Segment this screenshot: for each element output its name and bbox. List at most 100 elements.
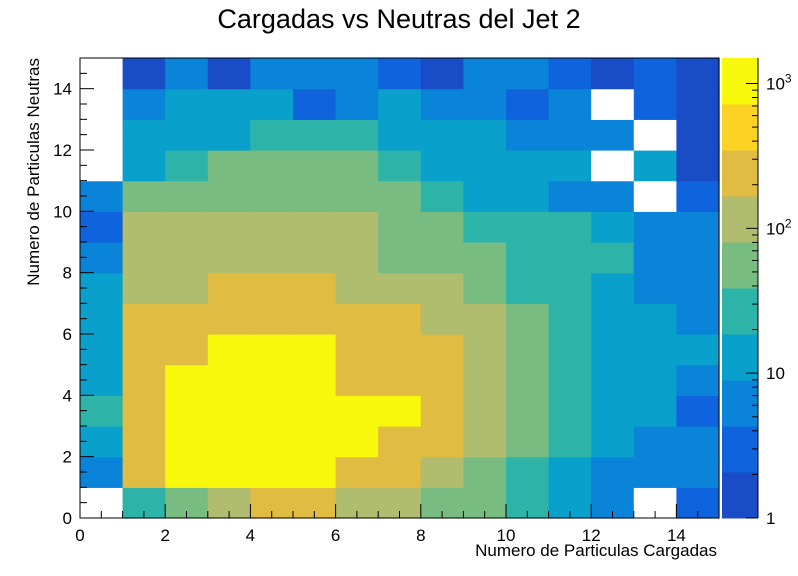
heatmap-cell [633, 426, 677, 458]
heatmap-cell [250, 119, 294, 151]
heatmap-cell [335, 426, 379, 458]
y-tick-label: 4 [63, 386, 72, 405]
heatmap-cell [676, 119, 720, 151]
heatmap-cell [633, 364, 677, 396]
heatmap-cell [676, 456, 720, 488]
heatmap-cell [676, 58, 720, 90]
heatmap-cell [548, 180, 592, 212]
heatmap-cell [633, 211, 677, 243]
heatmap-cell [591, 456, 635, 488]
heatmap-cell [335, 303, 379, 335]
heatmap-cell [80, 334, 124, 366]
heatmap-cell [463, 334, 507, 366]
heatmap-cell [676, 211, 720, 243]
heatmap-cell [420, 88, 464, 120]
heatmap-cell [165, 426, 209, 458]
heatmap-cell [591, 364, 635, 396]
heatmap-cell [293, 334, 337, 366]
heatmap-cell [335, 456, 379, 488]
heatmap-cell [250, 456, 294, 488]
heatmap-cell [335, 58, 379, 90]
heatmap-cell [207, 364, 251, 396]
x-tick-label: 10 [497, 526, 516, 545]
heatmap-cell [506, 180, 550, 212]
heatmap-cell [335, 180, 379, 212]
heatmap-cell [463, 242, 507, 274]
heatmap-cell [207, 395, 251, 427]
heatmap-cell [463, 303, 507, 335]
heatmap-cell [165, 364, 209, 396]
heatmap-cell [207, 180, 251, 212]
heatmap-cell [207, 456, 251, 488]
heatmap-cell [420, 150, 464, 182]
heatmap-cell [591, 395, 635, 427]
heatmap-cell [676, 395, 720, 427]
heatmap-cell [506, 272, 550, 304]
heatmap-cell [335, 272, 379, 304]
heatmap-cell [633, 150, 677, 182]
heatmap-cells [80, 58, 720, 519]
heatmap-cell [122, 88, 166, 120]
heatmap-cell [250, 242, 294, 274]
heatmap-cell [165, 58, 209, 90]
colorbar-tick-label: 103 [766, 72, 792, 94]
heatmap-cell [165, 150, 209, 182]
heatmap-cell [633, 303, 677, 335]
heatmap-cell [548, 119, 592, 151]
heatmap-cell [676, 303, 720, 335]
heatmap-cell [506, 150, 550, 182]
heatmap-cell [293, 272, 337, 304]
y-tick-label: 0 [63, 509, 72, 528]
heatmap-cell [633, 119, 677, 151]
heatmap-cell [122, 180, 166, 212]
heatmap-cell [463, 150, 507, 182]
heatmap-cell [591, 426, 635, 458]
heatmap-cell [633, 180, 677, 212]
heatmap-cell [378, 456, 422, 488]
y-axis-label: Numero de Particulas Neutras [24, 58, 43, 286]
heatmap-cell [378, 242, 422, 274]
heatmap-cell [506, 58, 550, 90]
colorbar: 1 10 102 103 [722, 58, 792, 528]
heatmap-cell [420, 272, 464, 304]
x-tick-label: 2 [160, 526, 169, 545]
heatmap-cell [165, 272, 209, 304]
heatmap-cell [463, 58, 507, 90]
heatmap-cell [207, 303, 251, 335]
heatmap-cell [122, 242, 166, 274]
heatmap-cell [420, 119, 464, 151]
y-tick-label: 12 [53, 141, 72, 160]
heatmap-cell [80, 211, 124, 243]
heatmap-cell [122, 334, 166, 366]
y-tick-label: 10 [53, 202, 72, 221]
heatmap-cell [548, 88, 592, 120]
heatmap-cell [122, 150, 166, 182]
heatmap-cell [463, 364, 507, 396]
heatmap-cell [293, 456, 337, 488]
colorbar-segment [722, 196, 758, 243]
heatmap-cell [293, 88, 337, 120]
heatmap-cell [122, 303, 166, 335]
heatmap-cell [506, 364, 550, 396]
heatmap-cell [463, 395, 507, 427]
heatmap-cell [420, 395, 464, 427]
heatmap-cell [591, 150, 635, 182]
heatmap-cell [548, 242, 592, 274]
heatmap-cell [463, 426, 507, 458]
heatmap-cell [250, 150, 294, 182]
heatmap-cell [676, 180, 720, 212]
colorbar-segment [722, 380, 758, 427]
heatmap-cell [378, 119, 422, 151]
heatmap-cell [506, 88, 550, 120]
colorbar-segment [722, 472, 758, 519]
heatmap-cell [165, 456, 209, 488]
heatmap-cell [548, 334, 592, 366]
heatmap-cell [80, 88, 124, 120]
heatmap-cell [506, 456, 550, 488]
heatmap-cell [293, 426, 337, 458]
heatmap-cell [591, 180, 635, 212]
heatmap-cell [463, 272, 507, 304]
heatmap-cell [420, 364, 464, 396]
heatmap-cell [548, 211, 592, 243]
